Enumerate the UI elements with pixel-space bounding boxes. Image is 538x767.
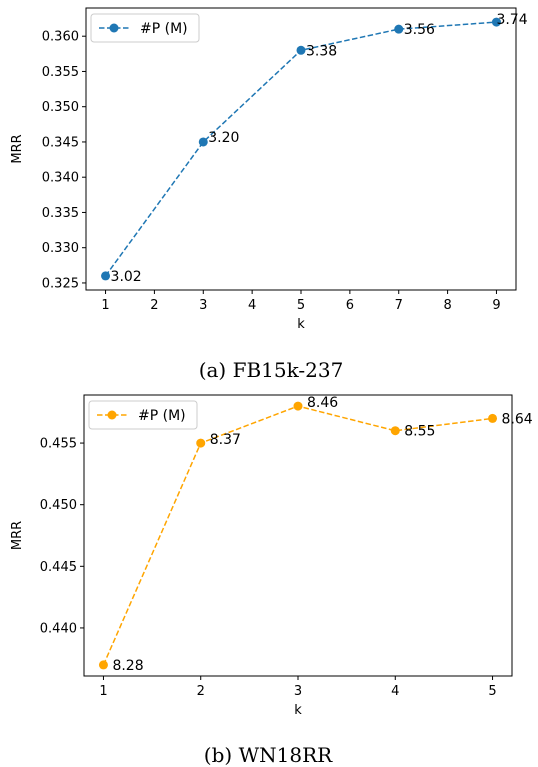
x-tick-label: 4 — [391, 684, 399, 699]
x-tick-label: 5 — [297, 298, 305, 313]
y-axis-label: MRR — [10, 521, 25, 550]
data-label: 3.74 — [496, 12, 527, 28]
figure-caption: (a) FB15k-237 — [199, 358, 344, 382]
x-axis-label: k — [294, 703, 302, 718]
y-tick-label: 0.340 — [42, 171, 79, 186]
data-label: 8.46 — [307, 395, 338, 411]
x-tick-label: 6 — [346, 298, 354, 313]
legend-box — [88, 400, 198, 430]
data-point — [293, 401, 303, 411]
data-label: 8.55 — [404, 424, 435, 440]
y-axis-label: MRR — [10, 134, 25, 163]
data-point — [394, 24, 404, 34]
chart-panel-2: 1 2 3 4 5 0.440 0.445 0.450 0.455 k MRR 8.28 8.37 8.4… — [10, 394, 533, 718]
legend: #P (M) — [90, 13, 200, 43]
x-axis-label: k — [297, 317, 305, 332]
legend-label: #P (M) — [140, 21, 188, 37]
y-tick-label: 0.440 — [40, 621, 77, 636]
data-label: 3.38 — [306, 43, 337, 59]
data-point — [196, 438, 206, 448]
x-tick-label: 1 — [99, 684, 107, 699]
y-tick-label: 0.350 — [42, 100, 79, 115]
chart-panel-1: 1 2 3 4 5 6 7 8 9 0.325 0.330 0.335 0.340 0.345 0.350 0… — [10, 7, 528, 332]
data-point — [98, 660, 108, 670]
figure-caption: (b) WN18RR — [204, 743, 333, 767]
data-point — [296, 45, 306, 55]
data-label: 3.20 — [208, 130, 239, 146]
y-tick-label: 0.325 — [42, 276, 79, 291]
y-tick-label: 0.445 — [40, 560, 77, 575]
x-tick-label: 8 — [443, 298, 451, 313]
x-tick-label: 2 — [150, 298, 158, 313]
series-line — [104, 21, 497, 277]
legend-label: #P (M) — [138, 408, 186, 424]
data-point — [488, 413, 498, 423]
series-line — [102, 405, 493, 666]
data-label: 8.64 — [502, 411, 533, 427]
y-tick-label: 0.355 — [42, 65, 79, 80]
y-tick-label: 0.330 — [42, 241, 79, 256]
x-tick-label: 4 — [248, 298, 256, 313]
y-tick-label: 0.455 — [40, 437, 77, 452]
data-label: 8.28 — [112, 658, 143, 674]
y-tick-label: 0.335 — [42, 206, 79, 221]
legend: #P (M) — [88, 400, 198, 430]
y-tick-label: 0.450 — [40, 498, 77, 513]
x-tick-label: 7 — [395, 298, 403, 313]
data-label: 8.37 — [210, 432, 241, 448]
data-point — [101, 271, 111, 281]
x-tick-label: 9 — [492, 298, 500, 313]
data-point — [198, 137, 208, 147]
x-tick-label: 3 — [294, 684, 302, 699]
y-tick-label: 0.345 — [42, 135, 79, 150]
legend-box — [90, 13, 200, 43]
data-point — [491, 17, 501, 27]
x-tick-label: 5 — [488, 684, 496, 699]
data-point — [390, 426, 400, 436]
x-tick-label: 1 — [101, 298, 109, 313]
data-label: 3.56 — [404, 22, 435, 38]
x-tick-label: 2 — [197, 684, 205, 699]
y-tick-label: 0.360 — [42, 30, 79, 45]
legend-marker — [109, 23, 119, 33]
data-label: 3.02 — [111, 269, 142, 285]
legend-marker — [107, 410, 117, 420]
plot-frame — [83, 394, 513, 677]
x-tick-label: 3 — [199, 298, 207, 313]
